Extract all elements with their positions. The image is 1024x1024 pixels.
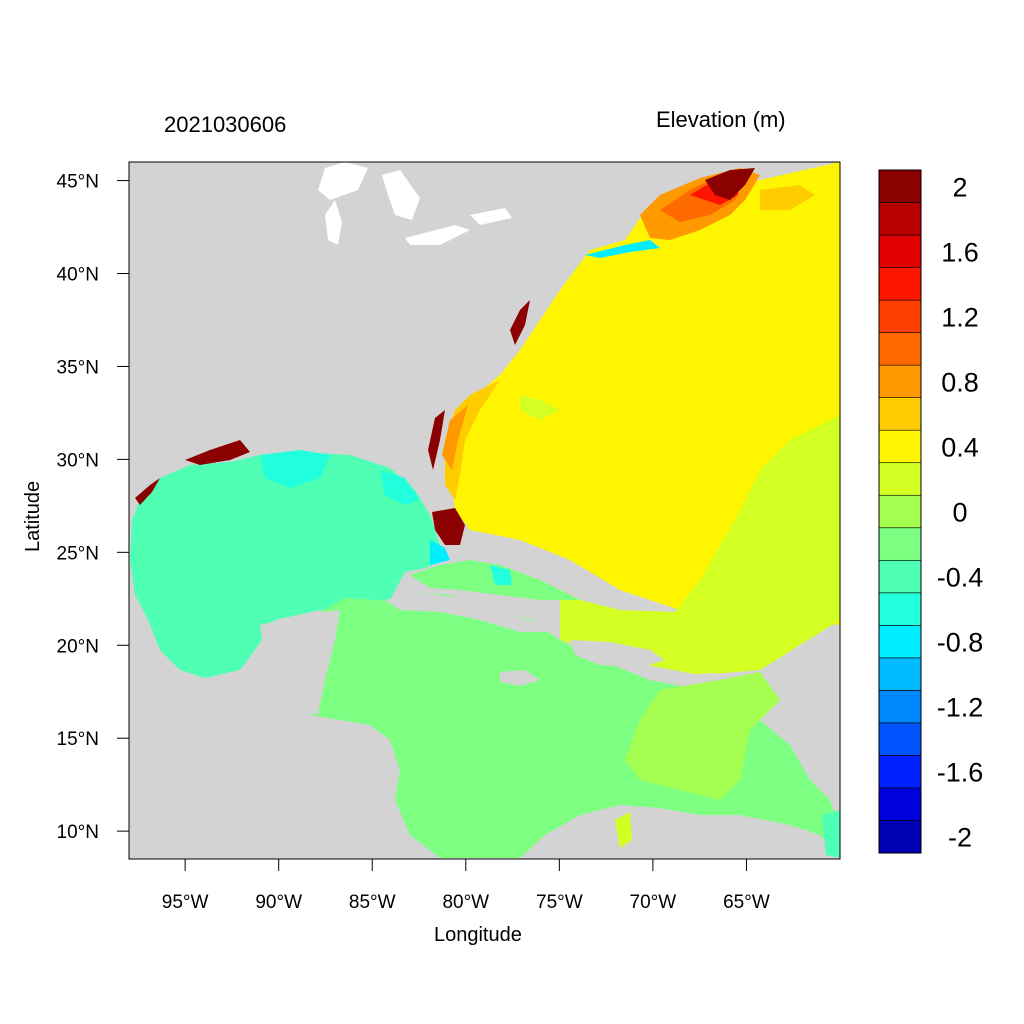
y-tick-label: 45°N [57,172,99,193]
colorbar-labels: -2 -1.6 -1.2 -0.8 -0.4 0 0.4 0.8 1.2 1.6 2 [937,172,984,852]
louisiana-coast-surge [185,440,250,465]
mid-atlantic-coast-surge [510,300,530,345]
colorbar-label: 1.2 [941,302,979,332]
jamaica-land [500,670,540,686]
y-tick-label: 35°N [57,357,99,378]
colorbar-label: 0 [952,498,967,528]
lake-superior [318,162,368,200]
colorbar-swatch [878,722,922,756]
colorbar-swatch [878,397,922,431]
y-tick-label: 15°N [57,729,99,750]
colorbar-swatch [878,820,922,854]
lake-huron [382,170,420,220]
colorbar-swatch [878,625,922,659]
gulf-north-band [260,450,330,488]
puerto-rico-land [680,673,720,684]
central-america-land [129,720,430,858]
georgia-coast-surge [428,410,445,470]
colorbar-outline [878,169,922,854]
y-tick-label: 40°N [57,265,99,286]
y-tick-label: 30°N [57,450,99,471]
colorbar-swatch [878,787,922,821]
colorbar-label: 2 [952,172,967,202]
map-panel [129,162,840,859]
colorbar-label: -1.6 [937,758,984,788]
x-tick-label: 70°W [630,892,677,913]
x-tick-label: 85°W [349,892,396,913]
colorbar-label: -1.2 [937,693,984,723]
colorbar-swatch [878,559,922,594]
colorbar-label: -0.4 [937,563,984,593]
colorbar-swatch [878,332,922,366]
plot-title-variable: Elevation (m) [656,107,786,132]
colorbar-swatch [878,494,922,529]
x-tick-label: 95°W [162,892,209,913]
colorbar-label: 0.8 [941,367,979,397]
colorbar-label: -0.8 [937,628,984,658]
y-tick-label: 25°N [57,543,99,564]
tongue-of-ocean [490,565,512,585]
southeast-coast-core [442,405,468,470]
colorbar-swatch [878,364,922,398]
florida-keys-band [430,540,450,565]
colorbar-swatch [878,657,922,691]
y-tick-label: 10°N [57,822,99,843]
colorbar-swatch [878,267,922,301]
texas-coast-surge [135,478,160,505]
south-america-land [520,805,840,858]
colorbar-swatch [878,202,922,236]
hispaniola-land [570,640,665,668]
surge-contour-nova-scotia [760,185,815,210]
atlantic-nearshore-band [520,395,560,420]
colorbar-swatch [878,690,922,724]
x-tick-label: 75°W [536,892,583,913]
colorbar-label: 1.6 [941,237,979,267]
colorbar-label: -2 [948,823,972,853]
colorbar-swatch [878,462,922,496]
x-tick-label: 80°W [442,892,489,913]
x-axis-ticks: 95°W 90°W 85°W 80°W 75°W 70°W 65°W [162,859,770,913]
x-axis-label: Longitude [434,924,522,946]
lake-ontario [470,208,512,225]
guyana-coast-band [822,810,840,858]
lake-maracaibo [615,812,632,848]
colorbar-swatch [878,299,922,333]
y-tick-label: 20°N [57,636,99,657]
colorbar-swatch [878,429,922,464]
surge-contour-20 [705,168,755,200]
southeast-coast-band [445,380,500,500]
y-axis-ticks: 45°N 40°N 35°N 30°N 25°N 20°N 15°N 10°N [57,172,129,843]
lake-erie [405,225,470,245]
x-tick-label: 65°W [723,892,770,913]
colorbar-swatch [878,527,922,561]
colorbar-label: 0.4 [941,432,979,462]
yucatan-land [260,610,340,715]
colorbar [878,169,922,854]
plot-title-date: 2021030606 [164,112,287,137]
long-island-sound [585,240,660,258]
sw-florida-surge [432,508,465,545]
gulf-of-mexico-elevation [130,452,445,678]
colorbar-swatch [878,592,922,626]
atlantic-south-elevation [560,415,840,675]
colorbar-swatch [878,755,922,789]
eastern-caribbean-band [625,672,780,800]
map-frame [128,161,841,860]
gulf-east-band [380,470,420,505]
cuba-land [385,592,550,632]
colorbar-swatch [878,169,922,203]
colorbar-swatch [878,234,922,268]
x-tick-label: 90°W [255,892,302,913]
lake-michigan [325,200,342,245]
